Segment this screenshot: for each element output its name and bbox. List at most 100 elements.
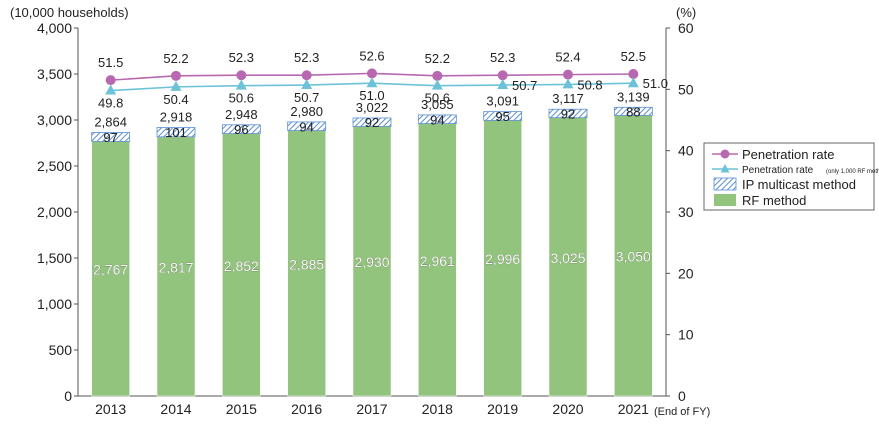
penetration-rate-marker (628, 69, 639, 79)
penetration-rate-rf-label: 51.0 (643, 76, 668, 91)
bar-rf-method (614, 115, 653, 397)
penetration-rate-marker (236, 70, 247, 81)
penetration-rate-marker (301, 70, 312, 81)
legend-rf-method-swatch (714, 194, 736, 206)
ip-value-label: 97 (103, 130, 117, 145)
penetration-rate-rf-marker (235, 79, 247, 90)
rf-value-label: 2,996 (485, 251, 520, 267)
bar-rf-method (222, 133, 261, 397)
bar-ip-multicast (613, 106, 653, 116)
penetration-rate-marker (432, 70, 443, 81)
ip-value-label: 101 (165, 125, 187, 140)
penetration-rate-rf-marker (170, 80, 182, 91)
total-value-label: 2,864 (94, 115, 127, 130)
x-tick-label: 2020 (552, 401, 583, 417)
legend-ip-multicast-label: IP multicast method (742, 177, 856, 192)
penetration-rate-rf-label: 50.7 (294, 90, 319, 105)
bar-ip-multicast (91, 132, 131, 142)
right-tick-label: 50 (678, 81, 694, 97)
ip-value-label: 94 (430, 112, 444, 127)
penetration-rate-label: 52.5 (621, 49, 646, 64)
left-tick-label: 3,000 (37, 112, 72, 128)
legend-ip-multicast-swatch (713, 177, 737, 191)
rf-value-label: 2,885 (289, 256, 324, 272)
penetration-rate-rf-marker (301, 79, 313, 90)
total-value-label: 3,055 (421, 97, 454, 112)
left-tick-label: 500 (49, 342, 73, 358)
penetration-rate-label: 52.3 (229, 50, 254, 65)
left-tick-label: 1,500 (37, 250, 72, 266)
ip-value-label: 96 (234, 122, 248, 137)
ip-value-label: 88 (626, 104, 640, 119)
right-tick-label: 20 (678, 265, 694, 281)
rf-value-label: 2,852 (224, 258, 259, 274)
rf-value-label: 2,930 (354, 254, 389, 270)
left-tick-label: 2,500 (37, 158, 72, 174)
penetration-rate-label: 51.5 (98, 55, 123, 70)
total-value-label: 3,117 (552, 91, 584, 106)
ip-value-label: 94 (299, 119, 313, 134)
left-tick-label: 2,000 (37, 204, 72, 220)
bar-ip-multicast (548, 108, 588, 119)
right-tick-label: 0 (678, 388, 686, 404)
left-tick-label: 3,500 (37, 66, 72, 82)
penetration-rate-label: 52.3 (490, 50, 515, 65)
legend-penetration-rate-rf-note: (only 1,000 RF method) (826, 169, 879, 175)
total-value-label: 3,022 (356, 100, 389, 115)
x-axis-note: (End of FY) (654, 406, 710, 418)
penetration-rate-rf-label: 50.6 (425, 91, 450, 106)
penetration-rate-marker (171, 70, 181, 81)
rf-value-label: 2,767 (93, 262, 128, 278)
rf-value-label: 2,961 (420, 253, 455, 269)
total-value-label: 3,139 (617, 89, 650, 104)
penetration-rate-rf-label: 50.8 (577, 77, 602, 92)
rf-value-label: 3,050 (616, 249, 651, 265)
x-tick-label: 2013 (95, 401, 126, 417)
rf-value-label: 3,025 (550, 250, 585, 266)
x-tick-label: 2014 (160, 401, 191, 417)
right-tick-label: 60 (678, 20, 694, 36)
penetration-rate-rf-marker (497, 79, 509, 90)
bar-rf-method (287, 130, 326, 397)
x-tick-label: 2015 (226, 401, 257, 417)
total-value-label: 2,980 (290, 104, 323, 119)
left-tick-label: 1,000 (37, 296, 72, 312)
bar-ip-multicast (287, 121, 327, 131)
penetration-rate-rf-marker (627, 77, 639, 88)
penetration-rate-rf-marker (431, 79, 443, 90)
penetration-rate-label: 52.2 (163, 51, 188, 66)
legend-rf-method-label: RF method (742, 193, 806, 208)
x-tick-label: 2018 (422, 401, 453, 417)
bar-rf-method (418, 123, 457, 397)
right-tick-label: 10 (678, 327, 694, 343)
penetration-rate-rf-label: 50.6 (229, 91, 254, 106)
penetration-rate-rf-marker (562, 78, 574, 89)
total-value-label: 3,091 (486, 94, 519, 109)
penetration-rate-label: 52.4 (555, 50, 580, 65)
ip-value-label: 92 (561, 106, 575, 121)
left-tick-label: 4,000 (37, 20, 72, 36)
bar-ip-multicast (483, 111, 523, 121)
bar-rf-method (548, 117, 588, 397)
penetration-rate-rf-marker (105, 84, 117, 95)
ip-value-label: 95 (495, 109, 509, 124)
penetration-rate-marker (563, 69, 573, 80)
legend-penetration-rate-marker (720, 149, 730, 159)
left-axis-unit: (10,000 households) (10, 5, 129, 20)
penetration-rate-marker (367, 68, 377, 79)
penetration-rate-marker (105, 75, 116, 86)
right-axis-unit: (%) (676, 5, 696, 20)
x-tick-label: 2021 (618, 401, 649, 417)
legend-penetration-rate-rf-label: Penetration rate (742, 165, 814, 176)
penetration-rate-label: 52.2 (425, 51, 450, 66)
penetration-rate-marker (497, 70, 508, 81)
bar-ip-multicast (221, 124, 261, 135)
penetration-rate-label: 52.3 (294, 50, 319, 65)
x-tick-label: 2019 (487, 401, 518, 417)
penetration-rate-rf-marker (366, 77, 378, 88)
bar-ip-multicast (417, 114, 457, 124)
total-value-label: 2,918 (160, 110, 193, 125)
left-tick-label: 0 (64, 388, 72, 404)
x-tick-label: 2017 (356, 401, 387, 417)
